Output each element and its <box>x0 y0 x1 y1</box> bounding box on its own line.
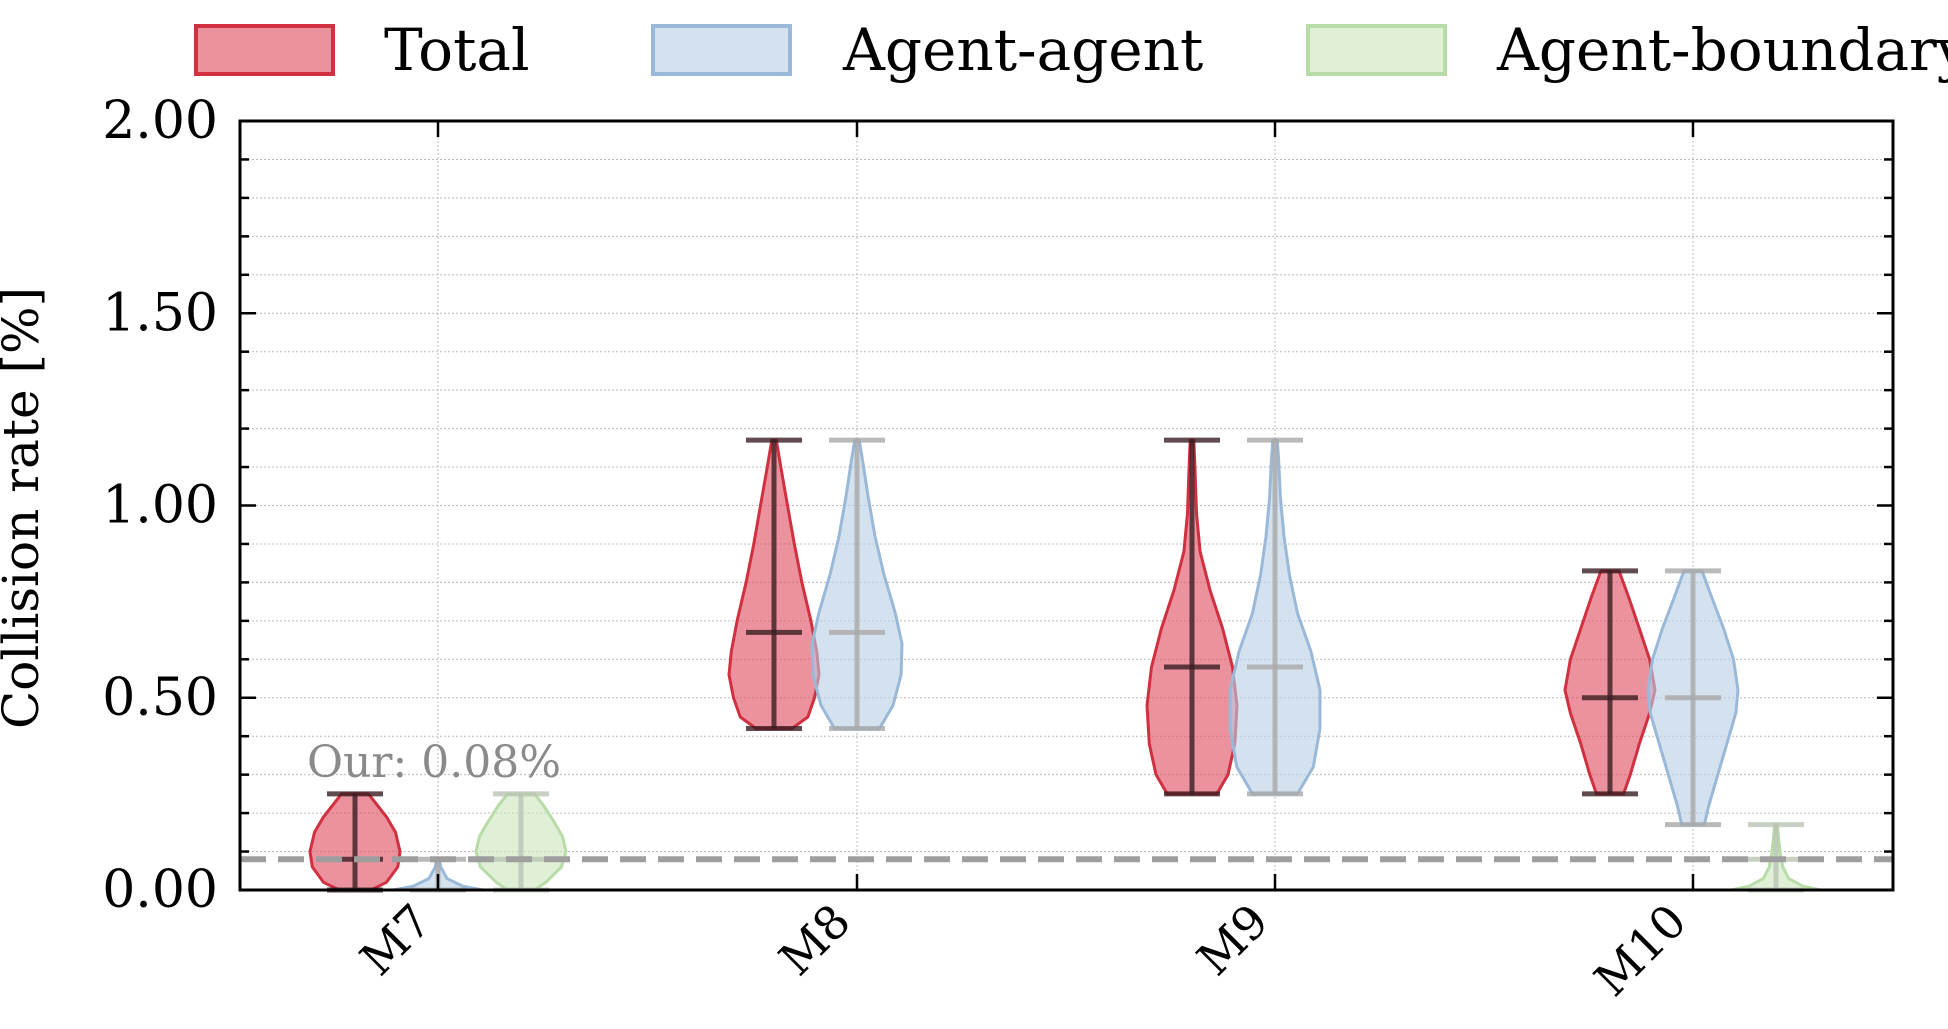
y-tick-label: 1.00 <box>102 476 218 536</box>
y-tick-label: 1.50 <box>102 283 218 343</box>
legend-swatch <box>651 24 792 76</box>
reference-line-group: Our: 0.08% <box>240 737 1893 863</box>
legend: Total Agent-agent Agent-boundary <box>194 16 1948 84</box>
x-tick-label: M9 <box>1187 894 1279 986</box>
violins <box>308 437 1823 893</box>
y-tick-label: 0.50 <box>102 668 218 728</box>
legend-label: Total <box>384 16 530 84</box>
x-tick-label: M8 <box>769 894 861 986</box>
legend-label: Agent-agent <box>842 16 1203 84</box>
y-tick-label: 2.00 <box>102 91 218 151</box>
legend-swatch <box>1306 24 1447 76</box>
y-tick-label: 0.00 <box>102 860 218 920</box>
axes: 0.00 0.50 1.00 1.50 2.00 M7 M8 M9 M10 <box>102 91 1895 1007</box>
y-axis-label: Collision rate [%] <box>0 287 50 729</box>
legend-swatch <box>194 24 335 76</box>
x-tick-label: M7 <box>350 894 442 986</box>
reference-line-label: Our: 0.08% <box>307 737 561 788</box>
legend-label: Agent-boundary <box>1496 16 1948 84</box>
x-tick-label: M10 <box>1584 894 1697 1007</box>
